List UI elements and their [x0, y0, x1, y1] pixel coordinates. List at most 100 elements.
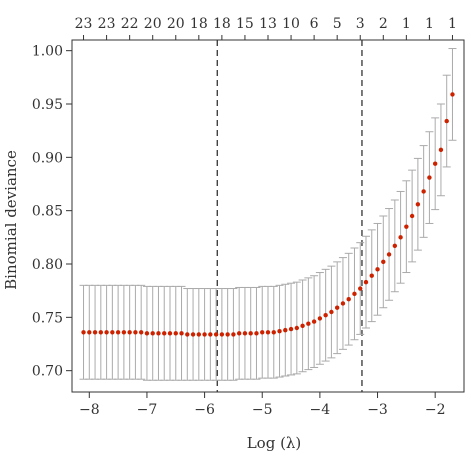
data-point [196, 332, 202, 337]
data-point [225, 332, 230, 337]
data-point [409, 213, 415, 219]
data-point [110, 330, 115, 335]
data-point [323, 313, 328, 318]
data-point [248, 331, 253, 336]
data-point [311, 319, 317, 324]
top-tick-label: 1 [448, 16, 457, 32]
data-point [438, 147, 444, 153]
data-point [271, 330, 276, 335]
data-point [381, 259, 386, 265]
data-point [432, 161, 438, 166]
data-point [398, 235, 403, 240]
data-point [306, 321, 311, 326]
data-point [260, 330, 265, 335]
data-point [121, 330, 127, 335]
data-point [202, 332, 207, 337]
data-point [115, 330, 121, 335]
data-point [352, 291, 357, 297]
data-point [179, 331, 184, 336]
data-point [421, 189, 426, 194]
data-point [87, 330, 92, 335]
data-point [427, 175, 432, 180]
data-point [231, 332, 236, 337]
top-tick-label: 13 [259, 16, 277, 32]
top-tick-label: 10 [282, 16, 300, 32]
data-point [317, 316, 323, 321]
y-axis-title: Binomial deviance [2, 150, 20, 290]
data-point [329, 309, 334, 315]
data-point [156, 331, 161, 336]
data-point [415, 202, 421, 207]
top-tick-label: 5 [333, 16, 342, 32]
data-point [254, 331, 259, 336]
x-tick-label: −4 [310, 402, 331, 418]
x-tick-label: −5 [252, 402, 273, 418]
data-point [334, 305, 340, 310]
x-tick-label: −6 [194, 402, 215, 418]
data-point [404, 224, 409, 229]
data-point [185, 332, 190, 337]
y-tick-label: 0.85 [32, 204, 63, 220]
top-tick-label: 22 [121, 16, 139, 32]
y-tick-label: 0.90 [32, 150, 63, 166]
data-point [340, 301, 346, 306]
data-point [288, 326, 294, 332]
data-point [346, 297, 351, 302]
data-point [133, 330, 138, 335]
data-point [236, 331, 242, 336]
data-point [283, 327, 288, 333]
y-tick-label: 0.75 [32, 310, 63, 326]
data-point [127, 330, 132, 335]
data-point [219, 332, 225, 337]
plot-area: 0.70 0.75 0.80 0.85 0.90 0.95 1.00 −8 −7 −6 −5 −4 −3… [32, 16, 465, 418]
data-point [208, 332, 213, 337]
data-point [369, 273, 374, 278]
top-tick-label: 18 [213, 16, 231, 32]
data-point [386, 252, 392, 257]
data-point [92, 330, 98, 335]
top-tick-label: 18 [190, 16, 208, 32]
y-tick-label: 1.00 [32, 44, 63, 60]
data-point [450, 92, 455, 97]
y-tick-label: 0.70 [32, 364, 63, 380]
data-point [392, 243, 398, 249]
x-tick-label: −8 [79, 402, 100, 418]
top-tick-label: 23 [75, 16, 93, 32]
y-tick-label: 0.80 [32, 257, 63, 273]
top-tick-label: 20 [167, 16, 185, 32]
data-point [104, 330, 109, 335]
top-tick-label: 6 [310, 16, 319, 32]
data-point [277, 329, 282, 334]
data-point [81, 330, 86, 335]
top-tick-label: 20 [144, 16, 162, 32]
x-axis-title: Log (λ) [247, 434, 302, 452]
top-tick-label: 1 [402, 16, 411, 32]
x-tick-label: −3 [367, 402, 388, 418]
data-point [242, 331, 248, 336]
data-point [190, 332, 196, 337]
top-tick-label: 3 [356, 16, 365, 32]
data-point [98, 330, 104, 335]
data-point [363, 279, 369, 285]
data-point [265, 330, 271, 335]
data-point [294, 325, 300, 331]
data-point [138, 330, 144, 335]
data-point [144, 331, 150, 336]
data-point [213, 332, 219, 337]
x-tick-label: −7 [137, 402, 158, 418]
y-tick-label: 0.95 [32, 97, 63, 113]
data-point [300, 323, 305, 329]
data-point [173, 331, 178, 336]
data-point [150, 331, 155, 336]
top-tick-label: 1 [425, 16, 434, 32]
data-point [444, 118, 449, 124]
data-point [167, 331, 173, 336]
top-tick-label: 15 [236, 16, 254, 32]
data-point [375, 267, 380, 272]
x-tick-label: −2 [425, 402, 446, 418]
top-tick-label: 2 [379, 16, 388, 32]
data-point [162, 331, 167, 336]
top-tick-label: 23 [98, 16, 116, 32]
data-point [358, 286, 363, 291]
